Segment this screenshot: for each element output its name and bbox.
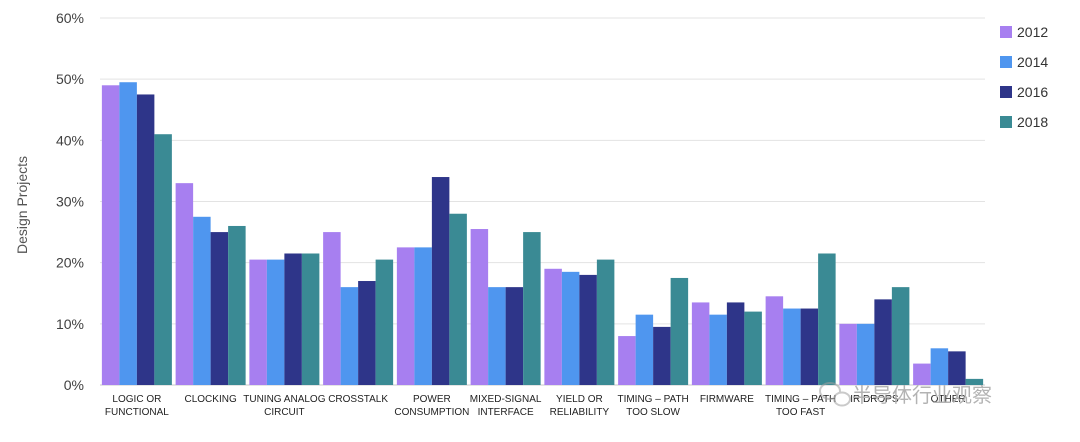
y-tick-label: 40% bbox=[56, 132, 84, 148]
legend-label-2018: 2018 bbox=[1017, 114, 1048, 130]
bar-2018-9 bbox=[818, 253, 836, 385]
legend-swatch-2018 bbox=[1000, 116, 1012, 128]
bar-2014-0 bbox=[119, 82, 137, 385]
x-category-label: YIELD OR bbox=[556, 394, 603, 405]
legend-swatch-2012 bbox=[1000, 26, 1012, 38]
bar-2012-1 bbox=[175, 183, 194, 385]
x-category-label: FIRMWARE bbox=[700, 394, 754, 405]
y-tick-label: 60% bbox=[56, 10, 84, 26]
x-category-label: INTERFACE bbox=[478, 407, 534, 418]
bar-2018-8 bbox=[744, 311, 762, 385]
wechat-icon bbox=[819, 382, 851, 407]
bar-2012-10 bbox=[839, 323, 857, 385]
bar-2014-4 bbox=[414, 247, 432, 385]
bar-2012-11 bbox=[913, 363, 931, 385]
x-category-label: CONSUMPTION bbox=[394, 407, 469, 418]
bar-2012-7 bbox=[618, 336, 636, 385]
bar-2012-5 bbox=[470, 229, 489, 385]
bar-2018-7 bbox=[670, 277, 689, 385]
bar-2018-11 bbox=[965, 378, 984, 385]
legend-label-2016: 2016 bbox=[1017, 84, 1048, 100]
legend: 2012 2014 2016 2018 bbox=[1000, 24, 1048, 130]
legend-label-2012: 2012 bbox=[1017, 24, 1048, 40]
bar-2014-6 bbox=[561, 271, 580, 385]
bar-2014-1 bbox=[193, 216, 211, 385]
bar-2018-0 bbox=[154, 134, 172, 385]
legend-swatch-2014 bbox=[1000, 56, 1012, 68]
bar-2012-4 bbox=[396, 247, 415, 385]
bar-2016-7 bbox=[653, 326, 671, 385]
bars bbox=[101, 82, 984, 386]
x-category-label: TUNING ANALOG bbox=[243, 394, 325, 405]
bar-2016-0 bbox=[136, 94, 155, 385]
x-category-label: TIMING – PATH bbox=[765, 394, 836, 405]
bar-2014-3 bbox=[340, 287, 359, 385]
x-category-label: TIMING – PATH bbox=[617, 394, 688, 405]
y-tick-label: 0% bbox=[64, 377, 84, 393]
bar-2016-6 bbox=[579, 274, 597, 385]
x-category-label: FUNCTIONAL bbox=[105, 407, 169, 418]
bar-2014-9 bbox=[783, 308, 801, 385]
legend-swatch-2016 bbox=[1000, 86, 1012, 98]
bar-2012-8 bbox=[691, 302, 710, 385]
legend-label-2014: 2014 bbox=[1017, 54, 1048, 70]
bar-2018-5 bbox=[523, 232, 541, 385]
x-category-label: MIXED-SIGNAL bbox=[470, 394, 542, 405]
bar-2018-2 bbox=[301, 253, 320, 385]
bar-2018-4 bbox=[449, 213, 467, 385]
x-category-label: IR DROPS bbox=[850, 394, 899, 405]
bar-2014-10 bbox=[856, 323, 875, 385]
watermark: 半导体行业观察 bbox=[819, 382, 992, 407]
bar-2016-2 bbox=[284, 253, 302, 385]
bar-2016-11 bbox=[948, 351, 966, 385]
bar-2016-8 bbox=[726, 302, 745, 385]
bar-2016-4 bbox=[431, 177, 450, 385]
bar-2018-10 bbox=[891, 287, 910, 385]
bar-2012-3 bbox=[323, 232, 341, 385]
bar-2018-6 bbox=[596, 259, 615, 385]
bar-2016-1 bbox=[210, 232, 229, 385]
y-tick-label: 10% bbox=[56, 316, 84, 332]
y-tick-label: 20% bbox=[56, 255, 84, 271]
grid-lines bbox=[100, 17, 985, 386]
y-tick-label: 30% bbox=[56, 194, 84, 210]
x-category-label: OTHER bbox=[931, 394, 966, 405]
bar-2012-9 bbox=[765, 296, 784, 385]
y-axis-ticks: 0% 10% 20% 30% 40% 50% 60% bbox=[56, 10, 84, 393]
x-category-label: CIRCUIT bbox=[264, 407, 305, 418]
bar-2014-8 bbox=[709, 314, 727, 385]
bar-2014-11 bbox=[930, 348, 949, 385]
bar-2012-6 bbox=[544, 268, 562, 385]
x-category-label: CLOCKING bbox=[185, 394, 237, 405]
bar-2016-5 bbox=[505, 287, 524, 385]
bar-2014-7 bbox=[635, 314, 654, 385]
bar-2012-2 bbox=[249, 259, 267, 385]
y-tick-label: 50% bbox=[56, 71, 84, 87]
x-category-label: CROSSTALK bbox=[328, 394, 388, 405]
x-category-label: TOO FAST bbox=[776, 407, 825, 418]
bar-2014-5 bbox=[488, 287, 506, 385]
bar-2018-3 bbox=[375, 259, 394, 385]
bar-2016-9 bbox=[800, 308, 819, 385]
y-axis-label: Design Projects bbox=[14, 156, 30, 254]
bar-2016-10 bbox=[874, 299, 892, 385]
x-category-label: RELIABILITY bbox=[550, 407, 610, 418]
bar-2012-0 bbox=[101, 85, 120, 386]
bar-2014-2 bbox=[266, 259, 285, 385]
bar-2016-3 bbox=[358, 281, 376, 385]
x-category-label: TOO SLOW bbox=[626, 407, 680, 418]
x-category-label: POWER bbox=[413, 394, 451, 405]
watermark-text: 半导体行业观察 bbox=[852, 383, 992, 407]
bar-2018-1 bbox=[228, 225, 246, 385]
x-category-label: LOGIC OR bbox=[112, 394, 161, 405]
